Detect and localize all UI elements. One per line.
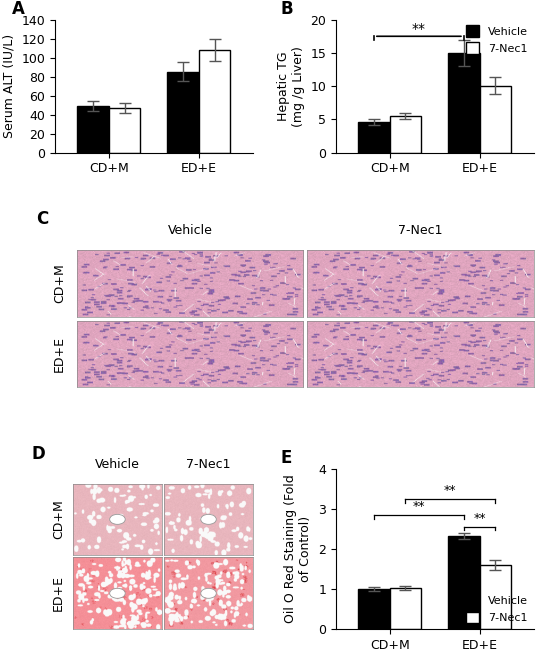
Text: Vehicle: Vehicle — [95, 458, 140, 472]
Text: CD+M: CD+M — [52, 499, 65, 539]
Bar — [167, 72, 199, 153]
Bar — [358, 122, 390, 153]
Legend: Vehicle, 7-Nec1: Vehicle, 7-Nec1 — [466, 25, 528, 54]
Ellipse shape — [109, 514, 125, 525]
Ellipse shape — [201, 588, 216, 598]
Bar — [480, 86, 511, 153]
Bar — [448, 53, 480, 153]
Text: 7-Nec1: 7-Nec1 — [398, 224, 442, 237]
Y-axis label: Oil O Red Staining (Fold
of Control): Oil O Red Staining (Fold of Control) — [284, 475, 312, 624]
Text: D: D — [31, 445, 45, 462]
Ellipse shape — [109, 588, 125, 598]
Bar — [78, 106, 109, 153]
Ellipse shape — [201, 514, 216, 525]
Text: E: E — [280, 449, 292, 467]
Text: Vehicle: Vehicle — [168, 224, 212, 237]
Bar — [390, 116, 421, 153]
Text: ED+E: ED+E — [53, 336, 66, 372]
Bar — [480, 565, 511, 629]
Text: C: C — [36, 210, 48, 229]
Y-axis label: Hepatic TG
(mg /g Liver): Hepatic TG (mg /g Liver) — [277, 46, 305, 126]
Text: **: ** — [412, 22, 426, 35]
Bar — [448, 536, 480, 629]
Text: B: B — [280, 1, 293, 18]
Text: **: ** — [474, 512, 486, 525]
Legend: Vehicle, 7-Nec1: Vehicle, 7-Nec1 — [466, 595, 528, 624]
Text: A: A — [12, 1, 24, 18]
Bar — [199, 50, 230, 153]
Y-axis label: Serum ALT (IU/L): Serum ALT (IU/L) — [3, 34, 16, 138]
Text: CD+M: CD+M — [53, 263, 66, 303]
Bar — [358, 589, 390, 629]
Text: **: ** — [412, 500, 425, 514]
Bar — [109, 108, 140, 153]
Bar — [390, 588, 421, 629]
Text: ED+E: ED+E — [52, 575, 65, 611]
Text: 7-Nec1: 7-Nec1 — [186, 458, 230, 472]
Text: **: ** — [444, 485, 456, 498]
